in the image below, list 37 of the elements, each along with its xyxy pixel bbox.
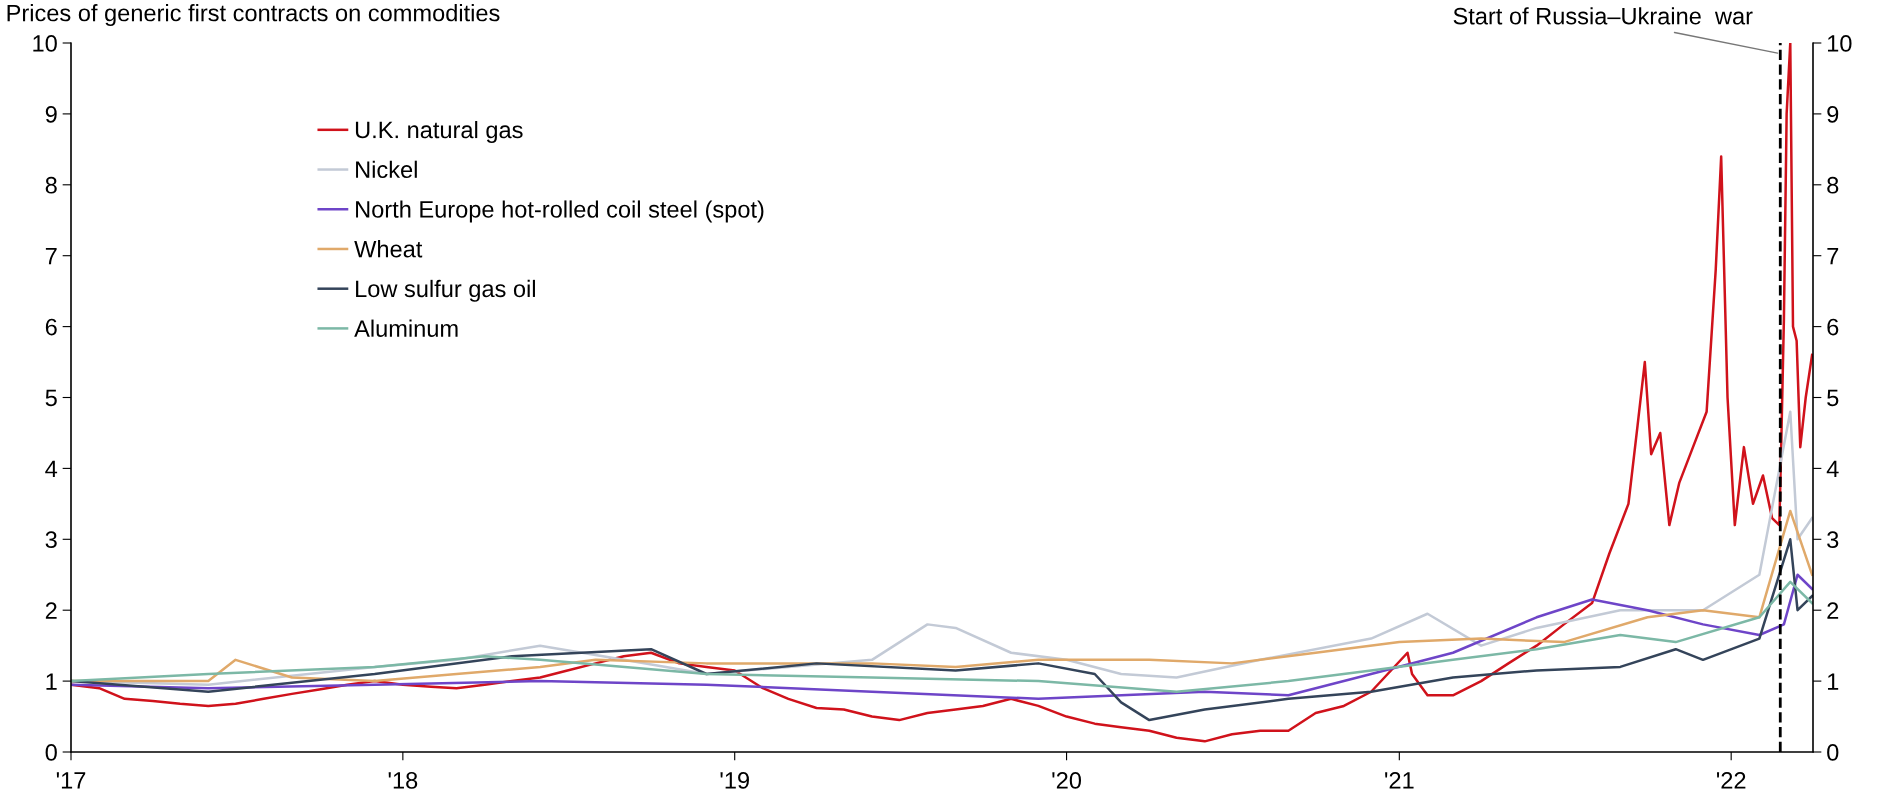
y2-tick-label: 5 <box>1827 389 1839 407</box>
legend-label: Nickel <box>356 160 417 179</box>
y-tick-label: 9 <box>45 105 57 123</box>
line-series <box>71 538 1813 722</box>
y-tick-label: 5 <box>45 389 57 407</box>
legend-label: North Europe hot-rolled coil steel (spot) <box>356 200 764 223</box>
chart-subtitle: Prices of generic first contracts on commodities <box>7 4 500 27</box>
y-tick-label: 0 <box>45 744 57 761</box>
y2-tick-label: 4 <box>1826 460 1839 477</box>
x-tick-label: '21 <box>1385 772 1414 789</box>
x-tick-label: '19 <box>720 772 749 789</box>
y2-tick-label: 7 <box>1827 248 1839 265</box>
x-tick-label: '18 <box>388 772 418 789</box>
legend-label: Low sulfur gas oil <box>356 279 535 302</box>
legend-label: U.K. natural gas <box>355 120 523 143</box>
y-tick-label: 3 <box>45 531 57 549</box>
legend-label: Wheat <box>354 240 423 258</box>
x-tick-label: '22 <box>1716 772 1746 789</box>
y2-tick-label: 8 <box>1827 176 1839 194</box>
legend-label: Aluminum <box>354 319 458 337</box>
x-tick-label: '20 <box>1052 772 1082 789</box>
y-tick-label: 1 <box>46 673 57 690</box>
y2-tick-label: 0 <box>1827 744 1839 761</box>
y-tick-label: 2 <box>45 602 57 619</box>
y-tick-label: 10 <box>33 35 57 52</box>
y-tick-label: 6 <box>45 318 57 336</box>
y-tick-label: 8 <box>45 176 57 194</box>
y2-tick-label: 6 <box>1827 318 1839 336</box>
x-tick-label: '17 <box>56 772 86 789</box>
y-tick-label: 7 <box>45 248 57 265</box>
y2-tick-label: 1 <box>1827 673 1839 690</box>
ref-line-label: Start of Russia–Ukraine war <box>1453 7 1753 25</box>
y2-tick-label: 9 <box>1827 105 1839 123</box>
y2-tick-label: 10 <box>1827 35 1852 52</box>
y2-tick-label: 3 <box>1827 531 1839 549</box>
y-tick-label: 4 <box>45 460 58 477</box>
y2-tick-label: 2 <box>1827 602 1839 619</box>
